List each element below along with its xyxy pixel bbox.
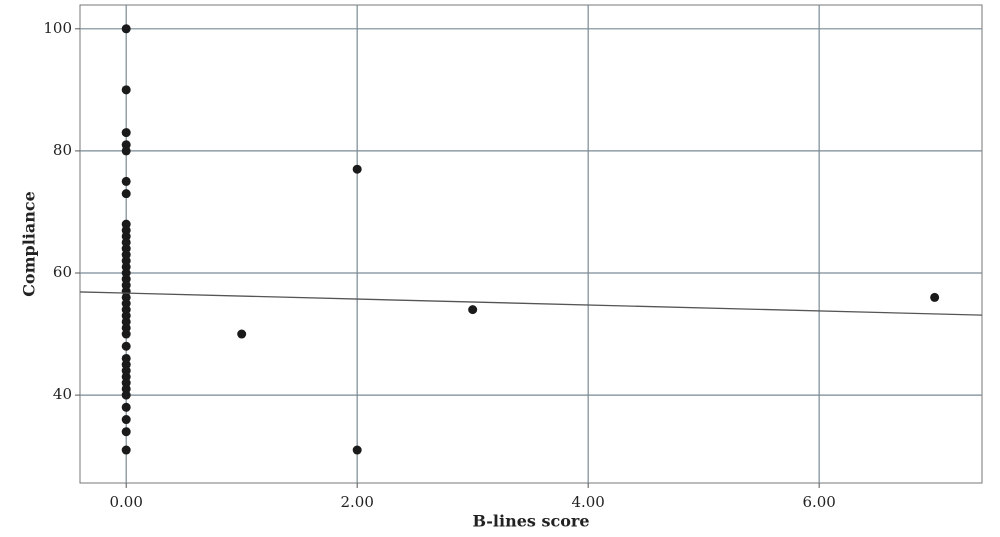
point (352, 164, 362, 174)
point (237, 329, 247, 339)
point (121, 341, 131, 351)
point (121, 402, 131, 412)
x-tick-label: 0.00 (109, 493, 142, 511)
plot-area (79, 4, 983, 484)
x-tick-label: 6.00 (802, 493, 835, 511)
point (121, 85, 131, 95)
y-axis-title: Compliance (20, 191, 39, 297)
x-tick-label: 2.00 (340, 493, 373, 511)
point (121, 445, 131, 455)
point (121, 176, 131, 186)
point (121, 128, 131, 138)
point (352, 445, 362, 455)
y-tick-label: 40 (53, 385, 72, 403)
y-tick-label: 80 (53, 141, 72, 159)
point (121, 415, 131, 425)
point (468, 305, 478, 315)
y-tick-label: 100 (43, 19, 72, 37)
point (121, 390, 131, 400)
point (121, 329, 131, 339)
point (121, 189, 131, 199)
fit-line (79, 291, 983, 316)
point (930, 292, 940, 302)
point (121, 427, 131, 437)
x-tick-label: 4.00 (571, 493, 604, 511)
y-tick-label: 60 (53, 263, 72, 281)
point (121, 146, 131, 156)
x-axis-title: B-lines score (472, 512, 589, 531)
point (121, 24, 131, 34)
